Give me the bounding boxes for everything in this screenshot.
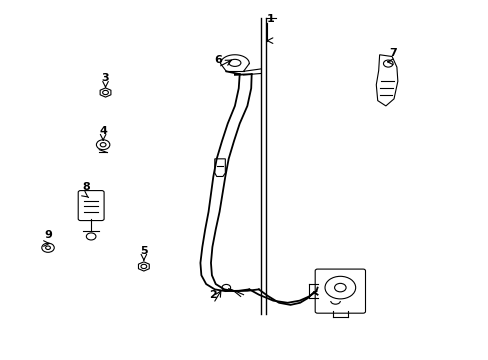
Text: 7: 7 [388, 48, 396, 58]
Text: 3: 3 [102, 73, 109, 83]
Text: 2: 2 [209, 290, 217, 300]
Text: 6: 6 [214, 55, 222, 65]
Text: 4: 4 [99, 126, 107, 136]
Text: 1: 1 [266, 14, 274, 24]
Text: 8: 8 [82, 182, 90, 192]
Text: 9: 9 [44, 230, 52, 240]
Text: 5: 5 [140, 246, 147, 256]
